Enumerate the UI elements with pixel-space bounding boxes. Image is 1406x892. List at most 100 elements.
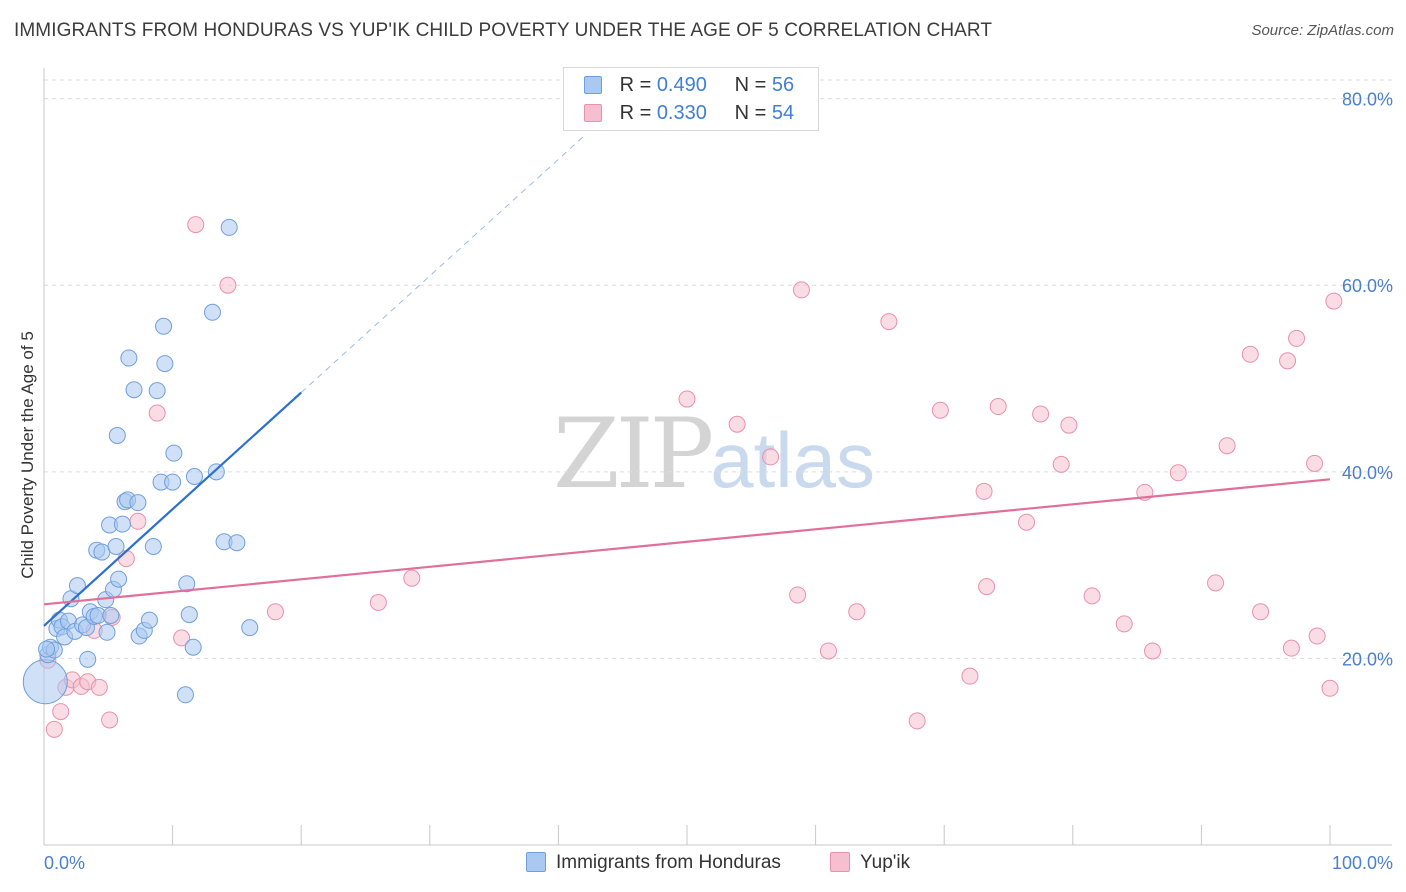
honduras-point [129, 494, 147, 512]
honduras-point [113, 515, 131, 533]
honduras-trend-line [43, 391, 302, 627]
r-label: R = [619, 102, 652, 124]
yupik-point [1060, 416, 1078, 434]
legend-label-honduras: Immigrants from Honduras [556, 852, 781, 873]
yupik-point [789, 586, 807, 604]
yupik-point [1052, 455, 1070, 473]
yupik-point [978, 578, 996, 596]
r-value: 0.490 [656, 74, 707, 96]
honduras-point [22, 659, 68, 705]
honduras-point [178, 575, 196, 593]
honduras-point [93, 543, 111, 561]
honduras-point [120, 349, 138, 367]
yupik-point [1321, 679, 1339, 697]
y-tick-label: 80.0% [1342, 90, 1393, 110]
honduras-trend-extension [300, 135, 585, 393]
honduras-point [155, 317, 173, 335]
honduras-point [220, 218, 238, 236]
yupik-point [1032, 405, 1050, 423]
yupik-point [762, 448, 780, 466]
yupik-point [728, 415, 746, 433]
honduras-point [144, 537, 162, 555]
yupik-point [1308, 627, 1326, 645]
yupik-point [1169, 464, 1187, 482]
yupik-point [848, 603, 866, 621]
yupik-point [880, 313, 898, 331]
yupik-point [1306, 454, 1324, 472]
yupik-point [1241, 345, 1259, 363]
honduras-point [164, 473, 182, 491]
yupik-point [961, 667, 979, 685]
yupik-point [1115, 615, 1133, 633]
yupik-point [129, 512, 147, 530]
yupik-point [148, 404, 166, 422]
yupik-trend-line [43, 478, 1331, 606]
yupik-point [1325, 292, 1343, 310]
yupik-point [1144, 642, 1162, 660]
yupik-point [792, 281, 810, 299]
y-axis-label: Child Poverty Under the Age of 5 [18, 331, 37, 579]
yupik-point [45, 720, 63, 738]
honduras-point [38, 640, 56, 658]
x-tick-label: 100.0% [1332, 853, 1393, 873]
y-tick-label: 60.0% [1342, 276, 1393, 296]
stats-legend: R = 0.490 N = 56 R = 0.330 N = 54 [563, 67, 819, 131]
honduras-point [140, 611, 158, 629]
honduras-point [102, 607, 120, 624]
honduras-point [203, 303, 221, 321]
yupik-point [187, 216, 205, 234]
legend-item-honduras: Immigrants from Honduras [526, 852, 781, 874]
n-label: N = [734, 74, 767, 96]
yupik-point [1279, 352, 1297, 370]
yupik-point [1018, 513, 1036, 531]
yupik-point [678, 390, 696, 408]
n-value: 54 [771, 102, 795, 124]
honduras-point [176, 686, 194, 704]
stats-legend-row-honduras: R = 0.490 N = 56 [584, 74, 794, 97]
blue-swatch-icon [526, 852, 546, 872]
blue-swatch-icon [584, 76, 602, 94]
pink-swatch-icon [584, 104, 602, 122]
legend-label-yupik: Yup'ik [860, 852, 911, 873]
yupik-point [369, 593, 387, 611]
n-label: N = [734, 102, 767, 124]
honduras-point [110, 570, 128, 588]
honduras-point [207, 463, 225, 481]
honduras-point [108, 426, 126, 444]
honduras-point [125, 381, 143, 399]
honduras-point [79, 650, 97, 668]
yupik-point [975, 482, 993, 500]
honduras-point [184, 638, 202, 656]
watermark-zip: ZIP [553, 398, 714, 510]
yupik-point [989, 398, 1007, 416]
r-value: 0.330 [656, 102, 707, 124]
yupik-point [908, 712, 926, 730]
stats-legend-row-yupik: R = 0.330 N = 54 [584, 102, 794, 125]
honduras-point [185, 467, 203, 485]
yupik-point [1288, 329, 1306, 347]
y-tick-label: 20.0% [1342, 649, 1393, 669]
yupik-point [1282, 639, 1300, 657]
y-tick-label: 40.0% [1342, 463, 1393, 483]
yupik-point [931, 401, 949, 419]
yupik-point [219, 276, 237, 294]
legend-item-yupik: Yup'ik [830, 852, 910, 874]
yupik-point [52, 703, 70, 721]
yupik-point [819, 642, 837, 660]
yupik-point [1083, 587, 1101, 605]
honduras-point [241, 619, 259, 637]
yupik-point [1252, 603, 1270, 621]
honduras-point [68, 577, 86, 595]
chart-title: IMMIGRANTS FROM HONDURAS VS YUP'IK CHILD… [14, 20, 993, 41]
honduras-point [148, 382, 166, 400]
yupik-point [403, 569, 421, 587]
honduras-point [228, 534, 246, 552]
yupik-point [101, 711, 119, 729]
honduras-point [156, 355, 174, 373]
yupik-point [173, 629, 191, 647]
yupik-point [90, 678, 108, 696]
honduras-point [107, 537, 125, 555]
pink-swatch-icon [830, 852, 850, 872]
honduras-point [98, 623, 116, 641]
